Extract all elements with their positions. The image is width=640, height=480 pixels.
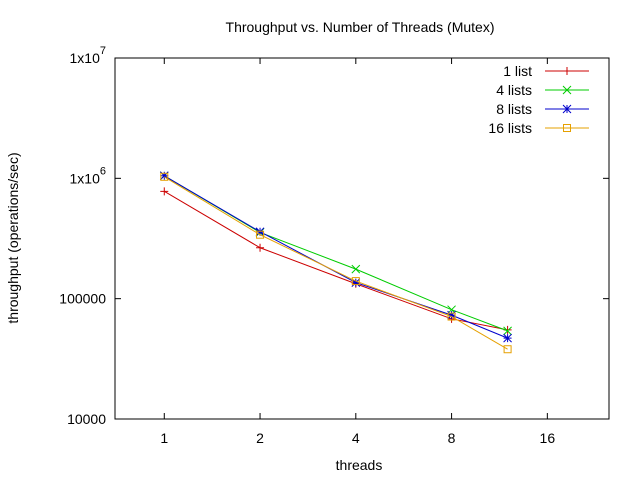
legend-label: 8 lists [496, 101, 532, 117]
series-3 [159, 171, 512, 343]
y-tick-label-base: 1x10 [70, 170, 101, 186]
y-tick-label: 100000 [59, 291, 106, 307]
legend-label: 16 lists [488, 120, 532, 136]
y-tick-label-base: 10000 [67, 411, 106, 427]
series-4 [160, 172, 512, 354]
data-point [255, 227, 265, 237]
data-point [351, 277, 360, 286]
chart-title: Throughput vs. Number of Threads (Mutex) [226, 19, 495, 35]
legend: 1 list 4 lists 8 lists 16 lists [488, 63, 589, 136]
legend-marker [562, 85, 572, 95]
x-tick-label: 16 [540, 430, 556, 446]
y-tick-label-base: 100000 [59, 291, 106, 307]
x-tick-label: 2 [256, 430, 264, 446]
legend-label: 4 lists [496, 82, 532, 98]
data-point [160, 187, 169, 196]
legend-marker [563, 67, 571, 75]
data-point [447, 310, 456, 320]
y-tick-label: 1x107 [70, 45, 106, 66]
plot-frame [114, 57, 610, 420]
data-point [351, 264, 361, 274]
legend-label: 1 list [503, 63, 532, 79]
y-tick-label: 10000 [67, 411, 106, 427]
data-point [256, 243, 265, 252]
x-axis-label: threads [336, 457, 383, 473]
series-layer [159, 171, 512, 354]
data-point [256, 230, 265, 239]
y-axis-label: throughput (operations/sec) [5, 152, 21, 323]
data-point [351, 278, 361, 287]
x-tick-label: 4 [352, 430, 360, 446]
series-line [164, 176, 508, 350]
legend-marker [563, 124, 571, 132]
y-tick-label-exponent: 6 [100, 165, 106, 177]
x-axis: 1 2 4 8 16 [160, 58, 555, 446]
y-tick-label: 1x106 [70, 165, 106, 186]
legend-marker [562, 104, 572, 114]
data-point [160, 172, 169, 181]
data-point [503, 333, 512, 343]
data-point [503, 326, 512, 336]
y-tick-label-base: 1x10 [70, 50, 101, 66]
x-tick-label: 1 [160, 430, 168, 446]
data-point [447, 312, 456, 321]
x-tick-label: 8 [448, 430, 456, 446]
data-point [503, 345, 512, 354]
data-point [159, 171, 169, 181]
y-tick-label-exponent: 7 [100, 45, 106, 57]
